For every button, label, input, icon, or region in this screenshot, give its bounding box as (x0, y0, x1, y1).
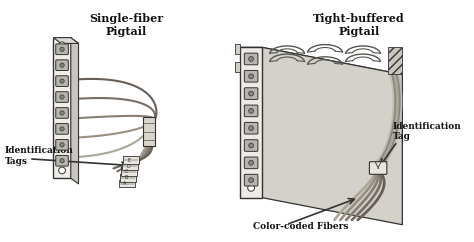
Bar (388, 47, 402, 75)
FancyBboxPatch shape (244, 174, 258, 186)
Circle shape (60, 95, 64, 99)
FancyBboxPatch shape (122, 162, 138, 170)
FancyBboxPatch shape (56, 124, 68, 134)
Circle shape (60, 127, 64, 131)
FancyBboxPatch shape (244, 53, 258, 65)
Text: C: C (125, 169, 128, 174)
Circle shape (60, 143, 64, 147)
Text: E: E (127, 158, 130, 163)
Polygon shape (262, 47, 402, 225)
Circle shape (59, 167, 65, 174)
Circle shape (249, 160, 254, 165)
FancyBboxPatch shape (244, 157, 258, 169)
FancyBboxPatch shape (244, 122, 258, 134)
FancyBboxPatch shape (244, 88, 258, 99)
Bar (144, 117, 155, 146)
FancyBboxPatch shape (121, 168, 137, 176)
Circle shape (248, 54, 255, 60)
Circle shape (60, 79, 64, 83)
Bar (54, 38, 71, 178)
Text: Identification
Tag: Identification Tag (392, 122, 461, 141)
Polygon shape (240, 47, 402, 75)
Circle shape (249, 143, 254, 148)
FancyBboxPatch shape (56, 60, 68, 70)
Polygon shape (54, 38, 79, 43)
Circle shape (60, 111, 64, 115)
Text: D: D (126, 164, 130, 169)
Circle shape (249, 126, 254, 131)
FancyBboxPatch shape (56, 76, 68, 86)
Circle shape (60, 63, 64, 67)
Text: A: A (123, 181, 127, 186)
Text: Identification
Tags: Identification Tags (5, 146, 73, 166)
Bar (235, 62, 240, 72)
Circle shape (249, 178, 254, 182)
Text: Single-fiber
Pigtail: Single-fiber Pigtail (89, 13, 163, 37)
FancyBboxPatch shape (119, 180, 135, 187)
FancyBboxPatch shape (120, 174, 136, 182)
FancyBboxPatch shape (56, 92, 68, 102)
Text: B: B (124, 175, 128, 180)
FancyBboxPatch shape (56, 44, 68, 55)
Circle shape (249, 91, 254, 96)
FancyBboxPatch shape (369, 162, 387, 174)
Circle shape (60, 47, 64, 51)
FancyBboxPatch shape (56, 139, 68, 150)
Bar (235, 44, 240, 54)
Bar (240, 47, 262, 198)
FancyBboxPatch shape (244, 140, 258, 151)
Circle shape (249, 108, 254, 113)
Circle shape (249, 74, 254, 79)
FancyBboxPatch shape (244, 105, 258, 117)
Circle shape (248, 184, 255, 191)
FancyBboxPatch shape (56, 155, 68, 166)
FancyBboxPatch shape (56, 108, 68, 118)
Circle shape (249, 57, 254, 61)
FancyBboxPatch shape (123, 156, 139, 164)
Circle shape (59, 42, 65, 49)
FancyBboxPatch shape (244, 70, 258, 82)
Text: Tight-buffered
Pigtail: Tight-buffered Pigtail (313, 13, 405, 37)
Circle shape (60, 159, 64, 163)
Text: Color-coded Fibers: Color-coded Fibers (253, 222, 348, 231)
Polygon shape (71, 38, 79, 184)
